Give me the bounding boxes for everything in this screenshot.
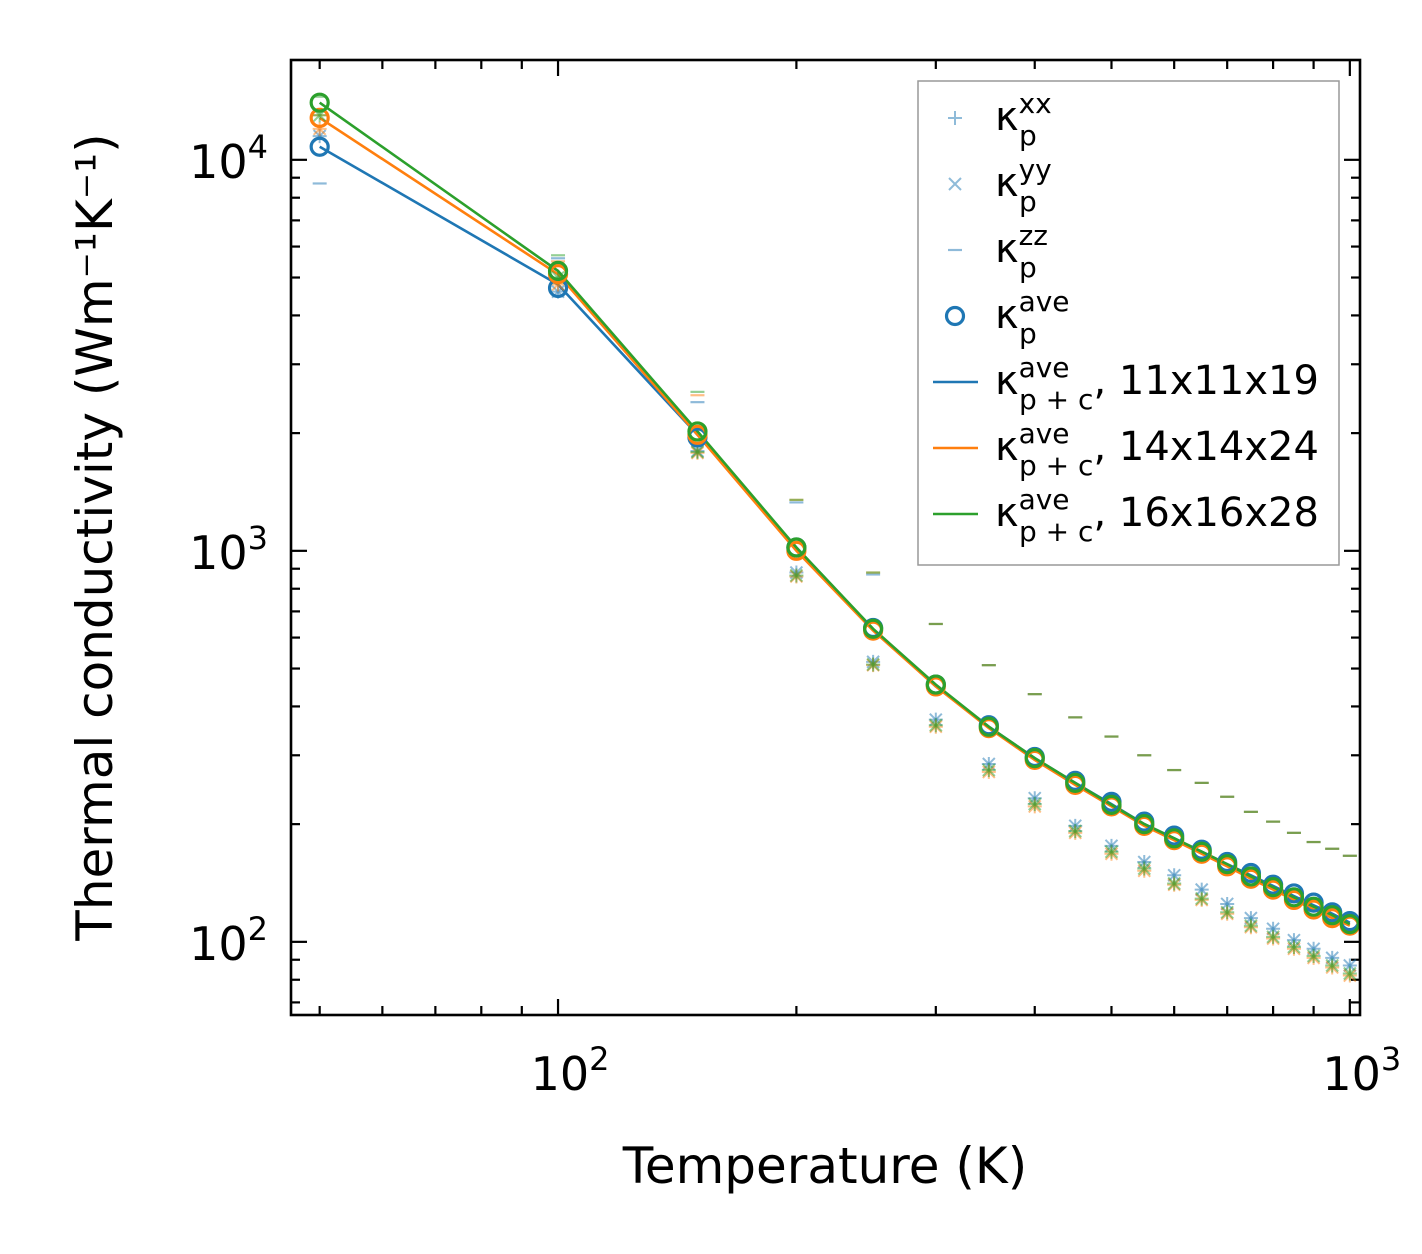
plot-area (309, 92, 1360, 983)
kave-point (786, 537, 807, 558)
series-line-14x14x24 (318, 116, 1351, 927)
kave-point (1134, 814, 1155, 835)
kave-point (1101, 794, 1122, 815)
legend-entry-label: κxx p (995, 87, 1052, 152)
kave-point (1024, 748, 1045, 769)
kave-point (1065, 772, 1086, 793)
kyy-point (1068, 824, 1082, 838)
y-tick-label: 102 (189, 910, 268, 971)
kyy-point (1306, 949, 1321, 963)
kave-point (925, 674, 946, 695)
axes-frame (289, 58, 1362, 1017)
kyy-point (1287, 940, 1301, 954)
kyy-point (1266, 930, 1280, 944)
kyy-point (1194, 891, 1209, 906)
legend-circle-marker (944, 305, 966, 327)
kave-point (1263, 877, 1284, 898)
kave-point (1283, 887, 1305, 908)
kyy-point (789, 568, 804, 583)
legend-entry-label: κyy p (995, 153, 1052, 218)
kyy-point (982, 763, 996, 777)
kave-point (1322, 905, 1343, 926)
kyy-point (929, 718, 943, 732)
kyy-point (1137, 861, 1151, 876)
kave-point (1164, 828, 1185, 849)
legend-entry-label: κave p (995, 285, 1070, 350)
kave-point (1303, 896, 1324, 917)
x-axis-label: Temperature (K) (622, 1137, 1027, 1195)
y-tick-label: 103 (189, 519, 268, 580)
series-line-16x16x28 (318, 101, 1351, 926)
legend-entry-label: κave p + c, 16x16x28 (995, 483, 1319, 548)
kyy-point (1325, 958, 1339, 973)
kyy-point (1220, 905, 1234, 920)
legend-entry-label: κave p + c, 11x11x19 (995, 351, 1319, 416)
legend-box (917, 80, 1340, 566)
legend-cross-marker (948, 177, 962, 191)
kave-point (1339, 914, 1360, 935)
kyy-point (1167, 876, 1181, 891)
kave-point (978, 716, 999, 737)
kyy-point (1104, 845, 1119, 859)
kyy-point (866, 657, 880, 672)
kave-point (863, 618, 884, 639)
kave-point (309, 92, 330, 113)
kave-point (1240, 866, 1262, 887)
kyy-point (690, 445, 705, 459)
kave-point (309, 136, 330, 157)
axes-ticks (291, 60, 1360, 1015)
kave-point (309, 107, 330, 128)
kave-point (1217, 854, 1238, 875)
legend-entry-label: κave p + c, 14x14x24 (995, 417, 1319, 482)
kave-point (687, 421, 708, 442)
tick-labels: 102 103 102 103 104 (189, 128, 1401, 1101)
kave-point (547, 260, 569, 281)
kave-point (1191, 841, 1212, 862)
kyy-point (1028, 797, 1042, 811)
x-tick-label: 102 (531, 1040, 610, 1101)
legend-entry-label: κzz p (995, 219, 1048, 284)
x-tick-label: 103 (1322, 1040, 1401, 1101)
y-tick-label: 104 (189, 128, 268, 189)
y-axis-label: Thermal conductivity (Wm⁻¹K⁻¹) (66, 133, 124, 941)
kyy-point (1343, 966, 1357, 981)
kyy-point (1244, 918, 1258, 933)
legend-plus-marker (948, 111, 962, 125)
